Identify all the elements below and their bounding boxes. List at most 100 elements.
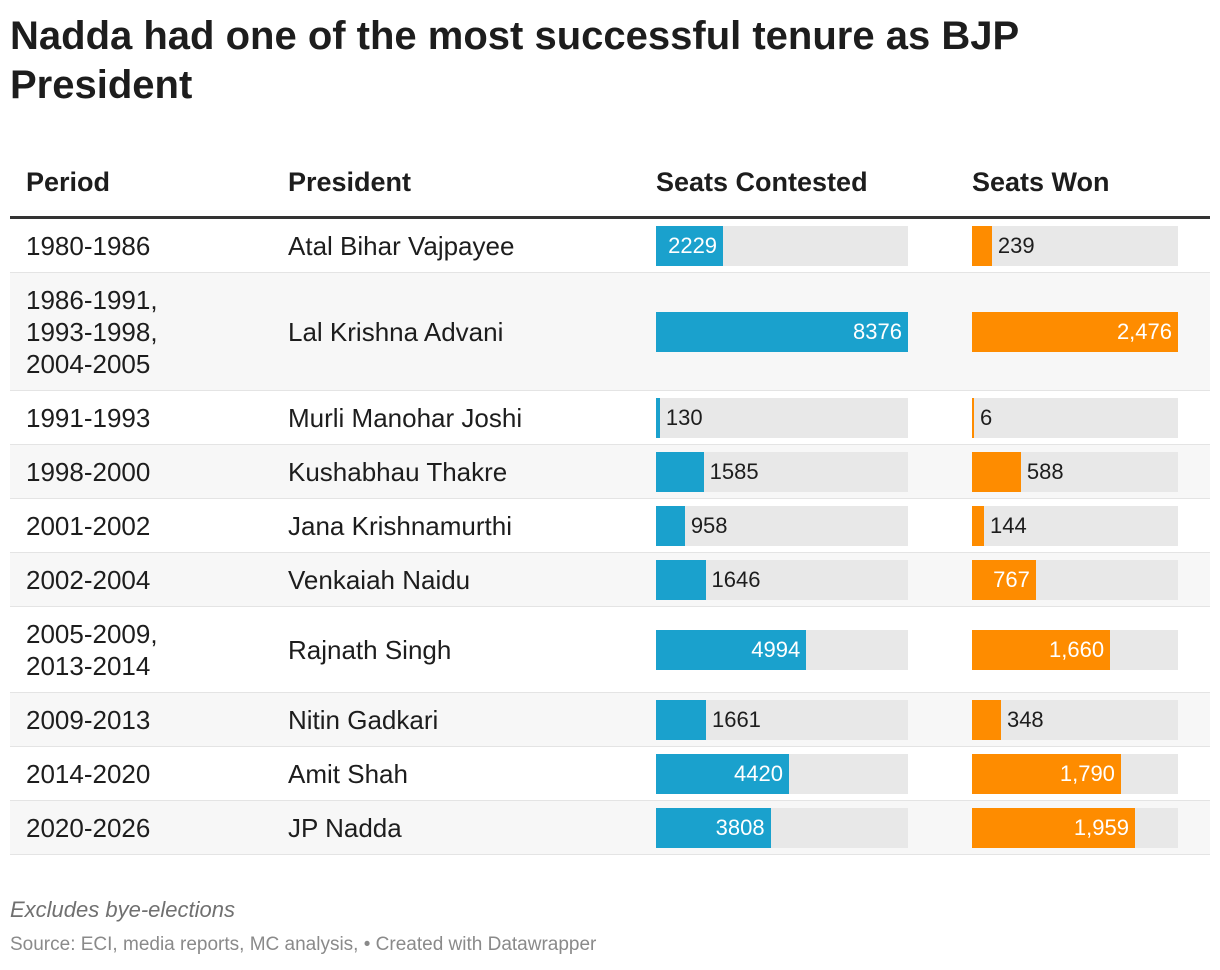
contested-value-label: 130 xyxy=(665,404,703,430)
won-bar xyxy=(972,311,1178,352)
period-cell: 2020-2026 xyxy=(26,812,151,843)
won-bar-track: 588 xyxy=(972,451,1178,492)
contested-bar xyxy=(656,451,704,492)
contested-bar xyxy=(656,311,908,352)
table-row: 2002-2004 Venkaiah Naidu 1646 767 xyxy=(10,553,1210,607)
president-cell: Venkaiah Naidu xyxy=(288,564,471,595)
won-bar-track: 239 xyxy=(972,225,1178,266)
contested-bar xyxy=(656,629,807,670)
contested-bar xyxy=(656,397,660,438)
won-bar-track: 767 xyxy=(972,559,1178,600)
contested-bar-track: 1646 xyxy=(656,559,908,600)
contested-value-label: 2229 xyxy=(668,232,718,258)
contested-bar xyxy=(656,505,685,546)
contested-value-label: 4994 xyxy=(751,636,801,662)
column-header-seats-won: Seats Won xyxy=(972,167,1110,197)
period-cell: 2009-2013 xyxy=(26,704,151,735)
won-bar xyxy=(972,225,992,266)
contested-bar-track: 2229 xyxy=(656,225,908,266)
contested-value-label: 1585 xyxy=(709,458,759,484)
table-row: 2001-2002 Jana Krishnamurthi 958 144 xyxy=(10,499,1210,553)
won-bar-track: 1,790 xyxy=(972,753,1178,794)
table-row: 1998-2000 Kushabhau Thakre 1585 588 xyxy=(10,445,1210,499)
president-cell: Kushabhau Thakre xyxy=(288,456,508,487)
period-cell: 1991-1993 xyxy=(26,402,151,433)
period-cell: 1986-1991, 1993-1998, 2004-2005 xyxy=(26,284,158,379)
president-cell: JP Nadda xyxy=(288,812,402,843)
president-cell: Murli Manohar Joshi xyxy=(288,402,523,433)
won-value-label: 6 xyxy=(980,404,993,430)
period-cell: 1980-1986 xyxy=(26,230,151,261)
won-value-label: 767 xyxy=(993,566,1030,592)
contested-value-label: 3808 xyxy=(715,814,765,840)
won-bar xyxy=(972,753,1121,794)
contested-bar xyxy=(656,699,706,740)
contested-bar-track: 4420 xyxy=(656,753,908,794)
table-row: 1986-1991, 1993-1998, 2004-2005 Lal Krish… xyxy=(10,273,1210,391)
contested-bar-track: 958 xyxy=(656,505,908,546)
table-row: 2005-2009, 2013-2014 Rajnath Singh 4994 1,6… xyxy=(10,607,1210,693)
won-bar-track: 2,476 xyxy=(972,311,1178,352)
won-bar xyxy=(972,505,984,546)
period-cell: 2014-2020 xyxy=(26,758,151,789)
contested-value-label: 4420 xyxy=(734,760,783,786)
won-value-label: 588 xyxy=(1026,458,1064,484)
table-row: 2014-2020 Amit Shah 4420 1,790 xyxy=(10,747,1210,801)
won-bar-track: 1,660 xyxy=(972,629,1178,670)
president-cell: Jana Krishnamurthi xyxy=(288,510,512,541)
data-table: Period President Seats Contested Seats W… xyxy=(10,162,1210,855)
period-cell: 2002-2004 xyxy=(26,564,151,595)
contested-bar-track: 1585 xyxy=(656,451,908,492)
table-body: 1980-1986 Atal Bihar Vajpayee 2229 239 1986-… xyxy=(10,219,1210,855)
table-row: 1991-1993 Murli Manohar Joshi 130 6 xyxy=(10,391,1210,445)
contested-bar-track: 8376 xyxy=(656,311,908,352)
contested-bar-track: 4994 xyxy=(656,629,908,670)
won-bar xyxy=(972,397,974,438)
chart-title: Nadda had one of the most successful ten… xyxy=(10,14,1019,107)
won-bar-track: 6 xyxy=(972,397,1178,438)
contested-value-label: 1646 xyxy=(711,566,761,592)
won-bar-track: 144 xyxy=(972,505,1178,546)
column-header-president: President xyxy=(288,167,412,197)
won-value-label: 239 xyxy=(997,232,1035,258)
period-cell: 2005-2009, 2013-2014 xyxy=(26,618,158,681)
president-cell: Nitin Gadkari xyxy=(288,704,439,735)
won-bar xyxy=(972,559,1036,600)
contested-value-label: 8376 xyxy=(853,318,902,344)
chart-note: Excludes bye-elections xyxy=(10,897,236,922)
column-header-seats-contested: Seats Contested xyxy=(656,167,868,197)
contested-bar-track: 1661 xyxy=(656,699,908,740)
period-cell: 1998-2000 xyxy=(26,456,151,487)
won-value-label: 1,959 xyxy=(1073,814,1129,840)
won-value-label: 348 xyxy=(1006,706,1044,732)
contested-value-label: 1661 xyxy=(711,706,761,732)
table-row: 1980-1986 Atal Bihar Vajpayee 2229 239 xyxy=(10,219,1210,273)
contested-value-label: 958 xyxy=(690,512,728,538)
contested-bar xyxy=(656,559,706,600)
won-value-label: 144 xyxy=(989,512,1027,538)
president-cell: Rajnath Singh xyxy=(288,634,452,665)
won-bar xyxy=(972,699,1001,740)
president-cell: Lal Krishna Advani xyxy=(288,316,504,347)
won-bar-track: 1,959 xyxy=(972,807,1178,848)
contested-bar xyxy=(656,807,771,848)
table-row: 2009-2013 Nitin Gadkari 1661 348 xyxy=(10,693,1210,747)
won-value-label: 2,476 xyxy=(1116,318,1172,344)
won-value-label: 1,790 xyxy=(1059,760,1115,786)
table-header: Period President Seats Contested Seats W… xyxy=(10,162,1210,219)
president-cell: Amit Shah xyxy=(288,758,408,789)
won-bar-track: 348 xyxy=(972,699,1178,740)
won-bar xyxy=(972,629,1111,670)
contested-bar-track: 130 xyxy=(656,397,908,438)
column-header-period: Period xyxy=(26,167,111,197)
won-value-label: 1,660 xyxy=(1049,636,1105,662)
contested-bar xyxy=(656,225,724,266)
president-cell: Atal Bihar Vajpayee xyxy=(288,230,515,261)
contested-bar-track: 3808 xyxy=(656,807,908,848)
table-row: 2020-2026 JP Nadda 3808 1,959 xyxy=(10,801,1210,855)
won-bar xyxy=(972,807,1135,848)
period-cell: 2001-2002 xyxy=(26,510,151,541)
won-bar xyxy=(972,451,1021,492)
contested-bar xyxy=(656,753,789,794)
chart-source: Source: ECI, media reports, MC analysis,… xyxy=(10,934,597,955)
